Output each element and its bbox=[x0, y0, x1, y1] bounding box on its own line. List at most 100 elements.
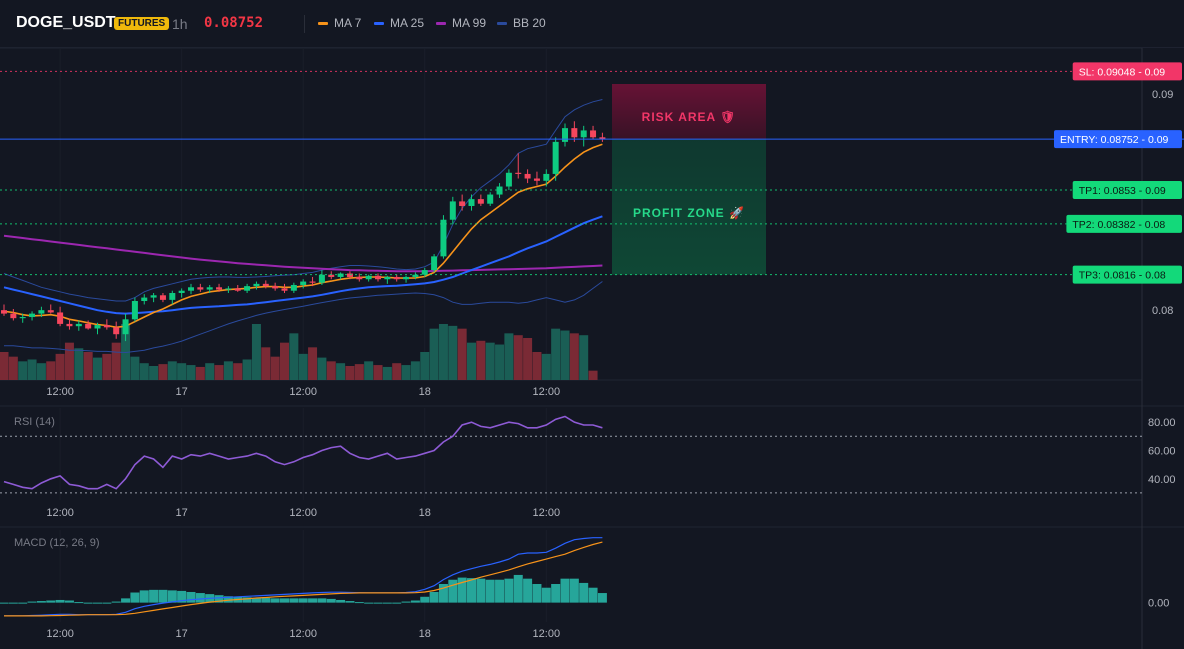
macd-histogram-bar bbox=[242, 597, 252, 603]
candle-body[interactable] bbox=[10, 313, 17, 319]
candle-body[interactable] bbox=[225, 288, 232, 290]
volume-bar bbox=[448, 325, 458, 380]
macd-histogram-bar bbox=[149, 589, 159, 603]
tp1-label-box[interactable] bbox=[1072, 180, 1182, 199]
candle-body[interactable] bbox=[150, 295, 157, 298]
macd-histogram-bar bbox=[579, 582, 589, 603]
candle-body[interactable] bbox=[384, 276, 391, 280]
candle-body[interactable] bbox=[38, 310, 45, 314]
candle-body[interactable] bbox=[515, 172, 522, 174]
candle-body[interactable] bbox=[580, 130, 587, 138]
candle-body[interactable] bbox=[85, 323, 92, 329]
candle-body[interactable] bbox=[47, 310, 54, 313]
entry-label-box[interactable] bbox=[1054, 130, 1182, 149]
legend-ma99[interactable]: MA 99 bbox=[436, 16, 486, 30]
volume-bar bbox=[177, 363, 187, 380]
candle-body[interactable] bbox=[365, 275, 372, 280]
candle-body[interactable] bbox=[543, 173, 550, 181]
candle-body[interactable] bbox=[318, 274, 325, 283]
x-tick-label: 12:00 bbox=[289, 628, 317, 640]
x-tick-label: 17 bbox=[176, 507, 188, 519]
candle-body[interactable] bbox=[337, 273, 344, 277]
candle-body[interactable] bbox=[29, 313, 36, 318]
candle-body[interactable] bbox=[197, 287, 204, 290]
candle-body[interactable] bbox=[356, 276, 363, 280]
candle-body[interactable] bbox=[552, 141, 559, 174]
candle-body[interactable] bbox=[346, 273, 353, 277]
rsi-tick-label: 80.00 bbox=[1148, 417, 1176, 429]
volume-bar bbox=[280, 342, 289, 380]
stop-loss-label: SL: 0.09048 - 0.09 bbox=[1079, 66, 1166, 78]
candle-body[interactable] bbox=[113, 327, 120, 335]
candle-body[interactable] bbox=[94, 325, 101, 329]
candle-body[interactable] bbox=[599, 137, 606, 140]
legend-ma7-swatch bbox=[318, 21, 328, 25]
candle-body[interactable] bbox=[487, 194, 494, 204]
candle-body[interactable] bbox=[1, 310, 7, 314]
candle-body[interactable] bbox=[19, 317, 26, 319]
timeframe-label[interactable]: 1h bbox=[172, 16, 188, 32]
candle-body[interactable] bbox=[562, 128, 568, 142]
legend-bb20[interactable]: BB 20 bbox=[497, 16, 546, 30]
candle-body[interactable] bbox=[393, 276, 400, 280]
candle-body[interactable] bbox=[505, 172, 512, 187]
candle-body[interactable] bbox=[272, 286, 279, 289]
legend-ma7[interactable]: MA 7 bbox=[318, 16, 361, 30]
volume-bar bbox=[420, 352, 430, 380]
candle-body[interactable] bbox=[159, 295, 166, 300]
candle-body[interactable] bbox=[234, 288, 241, 291]
candle-body[interactable] bbox=[309, 281, 316, 283]
candle-body[interactable] bbox=[57, 312, 64, 324]
candle-body[interactable] bbox=[431, 256, 438, 271]
volume-bar bbox=[495, 344, 505, 380]
candle-body[interactable] bbox=[533, 178, 540, 181]
candle-body[interactable] bbox=[440, 219, 447, 257]
candle-body[interactable] bbox=[300, 281, 307, 285]
candle-body[interactable] bbox=[131, 301, 138, 320]
candle-body[interactable] bbox=[328, 274, 335, 277]
macd-histogram-bar bbox=[158, 589, 168, 603]
candle-body[interactable] bbox=[290, 284, 297, 291]
macd-histogram-bar bbox=[345, 601, 355, 603]
candle-body[interactable] bbox=[169, 292, 176, 300]
candle-body[interactable] bbox=[449, 201, 456, 220]
candle-body[interactable] bbox=[75, 323, 82, 327]
candle-body[interactable] bbox=[206, 287, 213, 290]
ma99-line bbox=[3, 234, 603, 273]
candle-body[interactable] bbox=[421, 270, 428, 275]
candle-body[interactable] bbox=[141, 297, 148, 302]
candle-body[interactable] bbox=[412, 274, 419, 277]
x-tick-label: 12:00 bbox=[289, 507, 317, 519]
macd-histogram-bar bbox=[74, 602, 84, 604]
candle-body[interactable] bbox=[103, 325, 110, 328]
candle-body[interactable] bbox=[375, 275, 381, 280]
candle-body[interactable] bbox=[281, 288, 288, 291]
candle-body[interactable] bbox=[459, 201, 466, 206]
candle-body[interactable] bbox=[496, 186, 503, 195]
candle-body[interactable] bbox=[403, 276, 410, 280]
symbol-name[interactable]: DOGE_USDT bbox=[16, 14, 116, 31]
volume-bar bbox=[569, 333, 579, 380]
candle-body[interactable] bbox=[262, 283, 269, 287]
tp3-label-box[interactable] bbox=[1072, 265, 1182, 284]
volume-bar bbox=[326, 361, 336, 380]
legend-ma25[interactable]: MA 25 bbox=[374, 16, 424, 30]
candle-body[interactable] bbox=[178, 290, 185, 293]
candle-body[interactable] bbox=[122, 319, 129, 335]
macd-histogram-bar bbox=[597, 593, 607, 603]
candle-body[interactable] bbox=[66, 323, 73, 327]
stop-loss-label-box[interactable] bbox=[1072, 62, 1182, 81]
volume-bar bbox=[261, 347, 271, 380]
candle-body[interactable] bbox=[524, 173, 531, 179]
candle-body[interactable] bbox=[571, 128, 578, 138]
candle-body[interactable] bbox=[216, 287, 223, 290]
candle-body[interactable] bbox=[253, 283, 260, 287]
candle-body[interactable] bbox=[590, 130, 597, 138]
candle-body[interactable] bbox=[188, 287, 194, 291]
tp2-label-box[interactable] bbox=[1066, 214, 1182, 233]
volume-bar bbox=[64, 342, 74, 380]
candle-body[interactable] bbox=[468, 199, 475, 206]
candle-body[interactable] bbox=[244, 286, 251, 291]
candle-body[interactable] bbox=[477, 199, 484, 204]
